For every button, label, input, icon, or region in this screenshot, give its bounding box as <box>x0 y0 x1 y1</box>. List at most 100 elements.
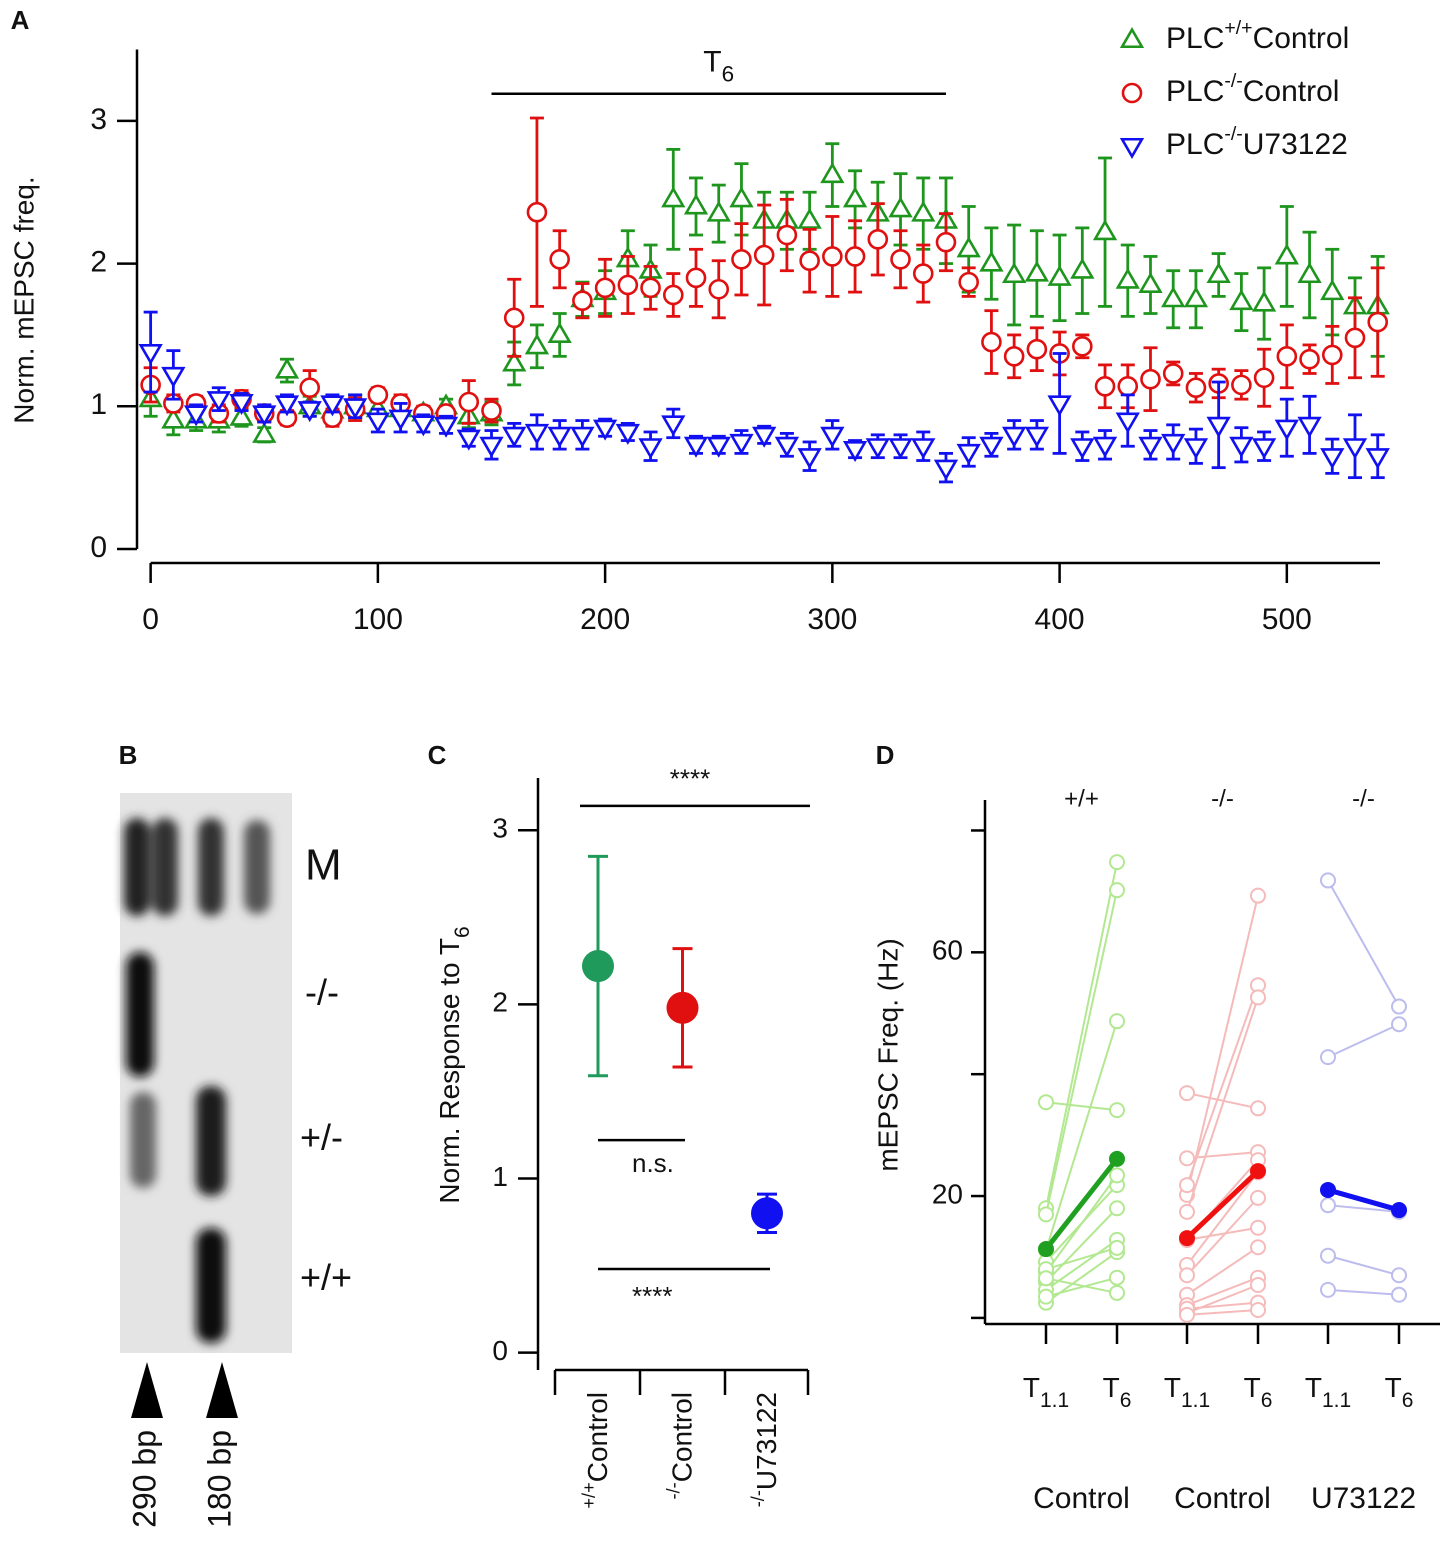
y-tick-label: 1 <box>90 388 107 421</box>
marker <box>1119 27 1145 49</box>
marker <box>1206 262 1231 284</box>
x-tick-label: 100 <box>353 603 403 636</box>
marker <box>206 391 231 413</box>
marker <box>1003 346 1025 367</box>
marker <box>640 277 661 299</box>
marker <box>1115 412 1140 434</box>
cell-point <box>1320 872 1336 889</box>
text-part: PLC <box>1166 128 1224 161</box>
cell-point <box>1038 1270 1054 1287</box>
cell-point <box>1320 1049 1336 1066</box>
cell-line <box>1045 1276 1118 1298</box>
marker <box>547 321 572 343</box>
marker <box>274 357 300 379</box>
mean-point <box>1038 1241 1054 1258</box>
marker <box>661 186 686 208</box>
mean-point <box>1179 1230 1195 1247</box>
marker <box>911 200 936 222</box>
marker <box>708 278 730 300</box>
marker <box>1047 395 1072 417</box>
cell-line <box>1045 1277 1118 1294</box>
marker <box>1115 267 1140 289</box>
marker <box>1320 279 1345 301</box>
cell-point <box>1250 989 1266 1006</box>
text-part: Control <box>1253 22 1350 55</box>
marker <box>935 231 957 253</box>
cell-line <box>1186 895 1259 1196</box>
text-part: T <box>1103 1372 1120 1403</box>
gel-bands <box>124 818 270 1343</box>
cell-point <box>1038 1094 1054 1111</box>
y-tick-label: 60 <box>932 935 963 966</box>
marker <box>844 246 866 267</box>
marker <box>1070 257 1095 279</box>
supscript: -/- <box>663 1482 683 1499</box>
marker <box>456 429 481 451</box>
marker <box>1138 436 1163 458</box>
marker <box>411 415 436 437</box>
x-tick-label: 500 <box>1262 603 1312 636</box>
dot <box>582 950 614 983</box>
group-label: Control <box>1033 1482 1130 1515</box>
x-tick-label: T1.1 <box>1164 1372 1210 1412</box>
marker <box>1206 416 1231 438</box>
marker <box>729 186 754 208</box>
text-part: T <box>1244 1372 1261 1403</box>
mean-point <box>1391 1202 1407 1219</box>
panel-letter: A <box>11 5 30 35</box>
cell-point <box>1250 1189 1266 1206</box>
arrow <box>131 1362 163 1418</box>
supscript: +/+ <box>579 1482 599 1508</box>
x-tick-label: +/+Control <box>579 1392 614 1509</box>
cell-line <box>1045 1101 1118 1112</box>
cell-line <box>1186 1246 1259 1296</box>
marker <box>1001 426 1027 448</box>
marker <box>274 395 300 417</box>
subscript: 6 <box>451 926 474 938</box>
subscript: 6 <box>1402 1389 1414 1412</box>
marker <box>570 426 595 448</box>
marker <box>753 244 775 266</box>
cell-point <box>1109 1239 1125 1256</box>
cell-line <box>1045 1020 1118 1251</box>
size-marker: 290 bp <box>126 1430 162 1528</box>
marker <box>481 400 502 421</box>
marker <box>888 438 913 460</box>
text-part: PLC <box>1166 22 1224 55</box>
marker <box>617 274 639 296</box>
marker <box>320 395 345 417</box>
size-marker: 180 bp <box>201 1430 237 1528</box>
y-tick-label: 1 <box>492 1161 508 1192</box>
cell-point <box>1179 1306 1195 1323</box>
cell-point <box>1038 1206 1054 1223</box>
text-part: T <box>1305 1372 1322 1403</box>
cell-line <box>1045 1239 1118 1291</box>
subscript: 6 <box>722 62 735 87</box>
x-tick-label: T1.1 <box>1023 1372 1069 1412</box>
cell-point <box>1109 882 1125 899</box>
marker <box>1026 338 1048 360</box>
marker <box>842 441 868 463</box>
text-part: PLC <box>1166 75 1224 108</box>
marker <box>1121 82 1143 104</box>
marker <box>1251 290 1277 312</box>
supscript: -/- <box>1224 70 1242 92</box>
cell-point <box>1038 1288 1054 1305</box>
text-part: Control <box>1243 75 1340 108</box>
cell-line <box>1186 1276 1259 1307</box>
marker <box>1024 426 1050 448</box>
marker <box>706 436 731 458</box>
marker <box>683 193 709 215</box>
marker <box>958 271 979 293</box>
marker <box>299 377 321 399</box>
group-label: Control <box>1174 1482 1271 1515</box>
cell-point <box>1320 1197 1336 1214</box>
marker <box>479 436 504 458</box>
marker <box>911 438 936 460</box>
marker <box>502 350 527 372</box>
marker <box>752 426 777 448</box>
marker <box>502 426 527 448</box>
marker <box>1161 286 1186 308</box>
cell-line <box>1045 861 1118 1209</box>
